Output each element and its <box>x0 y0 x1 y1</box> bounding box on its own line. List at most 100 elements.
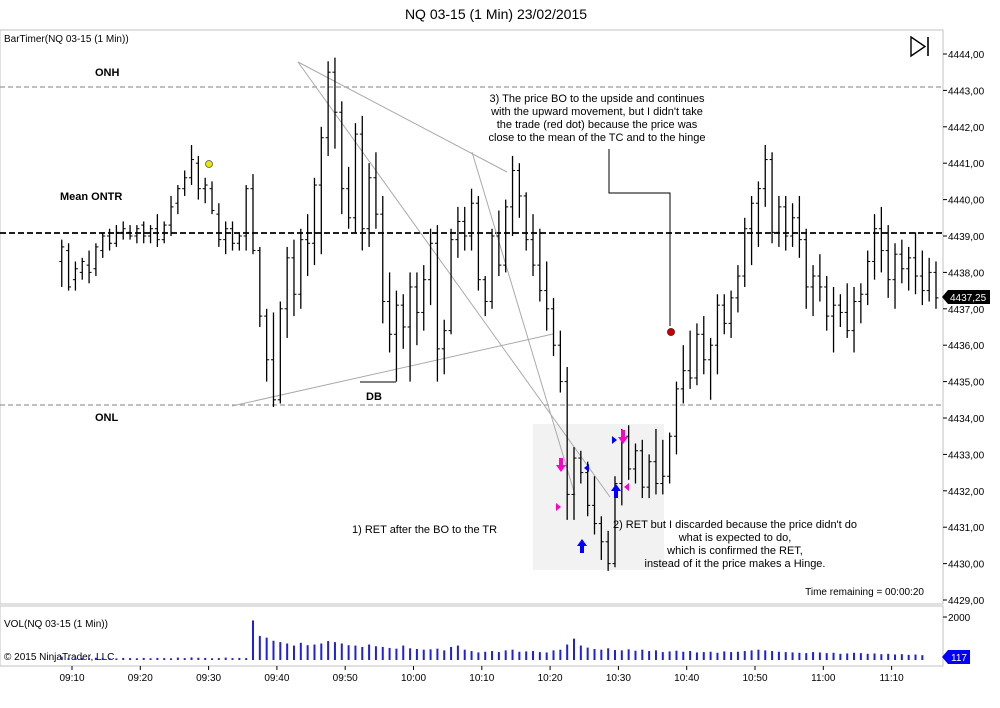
ohlc-bar <box>878 206 884 273</box>
price-tick-label: 4444,00 <box>948 50 985 61</box>
onl-label: ONL <box>95 412 119 424</box>
ohlc-bar <box>441 319 447 375</box>
ohlc-bar <box>100 232 106 258</box>
ohlc-bar <box>892 243 898 309</box>
ohlc-bar <box>134 225 140 244</box>
volume-axis-label: 2000 <box>948 613 971 624</box>
ohlc-bar <box>639 439 645 499</box>
ohlc-bar <box>462 206 468 251</box>
ohlc-bar <box>380 195 386 324</box>
trend-line-1 <box>297 61 611 498</box>
ohlc-bar <box>120 221 126 240</box>
magenta-down-arrow-icon <box>556 458 566 472</box>
ohlc-bar <box>175 185 181 215</box>
ohlc-bar <box>448 228 454 335</box>
ohlc-bar <box>844 283 850 338</box>
onh-label: ONH <box>95 67 120 79</box>
note-1: 1) RET after the BO to the TR <box>352 524 497 536</box>
ohlc-bar <box>168 195 174 236</box>
ohlc-bar <box>113 225 119 247</box>
price-tick-label: 4430,00 <box>948 560 985 571</box>
note-3-line: close to the mean of the TC and to the h… <box>489 132 706 144</box>
note-2-line: instead of it the price makes a Hinge. <box>645 558 826 570</box>
ohlc-bar <box>236 232 242 251</box>
ohlc-bar <box>817 254 823 302</box>
ohlc-bar <box>926 257 932 302</box>
trend-lines <box>231 61 611 498</box>
ohlc-bar <box>680 345 686 404</box>
ohlc-bar <box>366 163 372 247</box>
price-tick-label: 4435,00 <box>948 378 985 389</box>
ohlc-bar <box>865 250 871 306</box>
last-volume-tag: 117 <box>942 650 970 664</box>
ohlc-bar <box>141 221 147 244</box>
ohlc-bar <box>400 294 406 349</box>
time-tick-label: 09:20 <box>128 673 153 684</box>
ohlc-bar <box>257 246 263 327</box>
ohlc-bar <box>749 195 755 266</box>
ohlc-bar <box>291 239 297 317</box>
ohlc-bar <box>837 294 843 327</box>
note-2-line: which is confirmed the RET, <box>666 545 803 557</box>
ohlc-bar <box>72 261 78 291</box>
price-axis: 4444,00 4443,00 4442,00 4441,00 4440,00 4439,… <box>943 50 985 607</box>
ohlc-bar <box>223 221 229 255</box>
ohlc-bar <box>742 217 748 287</box>
time-tick-label: 11:10 <box>879 673 904 684</box>
ohlc-bar <box>148 225 154 244</box>
ohlc-bar <box>831 286 837 353</box>
time-tick-label: 11:00 <box>811 673 836 684</box>
ohlc-bar <box>544 261 550 331</box>
volume-caption: VOL(NQ 03-15 (1 Min)) <box>4 619 108 630</box>
ohlc-bar <box>161 221 167 244</box>
ohlc-bar <box>537 228 543 302</box>
ohlc-bar <box>687 330 693 389</box>
red-dot <box>667 328 675 336</box>
range-box <box>533 424 664 570</box>
time-tick-label: 10:10 <box>469 673 494 684</box>
ohlc-bar <box>434 225 440 382</box>
ohlc-bar <box>571 447 577 520</box>
ohlc-bar <box>660 439 666 495</box>
ohlc-bar <box>796 195 802 258</box>
last-volume-value: 117 <box>951 653 967 664</box>
ohlc-bar <box>373 152 379 229</box>
time-tick-label: 10:30 <box>606 673 631 684</box>
ohlc-bar <box>646 454 652 499</box>
ohlc-bar <box>59 239 65 287</box>
ohlc-bar <box>489 228 495 309</box>
ohlc-bar <box>284 246 290 338</box>
price-tick-label: 4438,00 <box>948 268 985 279</box>
ohlc-bar <box>626 425 632 480</box>
ohlc-bar <box>79 257 85 280</box>
ohlc-bar <box>605 530 611 571</box>
ohlc-bar <box>414 272 420 346</box>
ohlc-bar <box>673 381 679 455</box>
ohlc-bar <box>469 188 475 251</box>
copyright-text: © 2015 NinjaTrader, LLC <box>4 652 114 663</box>
price-tick-label: 4441,00 <box>948 159 985 170</box>
ohlc-bar <box>701 316 707 375</box>
ohlc-bar <box>455 206 461 258</box>
blue-right-triangle-icon <box>612 436 617 444</box>
time-axis: 09:10 09:20 09:30 09:40 09:50 10:00 10:10 10:20… <box>59 666 904 684</box>
ohlc-bar <box>824 276 830 331</box>
ohlc-bar <box>803 228 809 309</box>
ohlc-bar <box>913 232 919 295</box>
price-tick-label: 4440,00 <box>948 196 985 207</box>
ohlc-bar <box>107 228 113 251</box>
price-tick-label: 4429,00 <box>948 596 985 607</box>
ohlc-bar <box>530 214 536 277</box>
callout-line <box>608 149 671 326</box>
blue-left-triangle-icon <box>584 464 589 472</box>
play-skip-icon[interactable] <box>910 35 929 58</box>
ohlc-bar <box>332 57 338 149</box>
ohlc-bar <box>270 312 276 408</box>
magenta-down-arrow-icon <box>618 430 628 444</box>
ohlc-bar <box>564 367 570 520</box>
ohlc-bars <box>59 57 939 571</box>
ohlc-bar <box>783 195 789 251</box>
ohlc-bar <box>510 155 516 236</box>
ohlc-bar <box>393 290 399 382</box>
